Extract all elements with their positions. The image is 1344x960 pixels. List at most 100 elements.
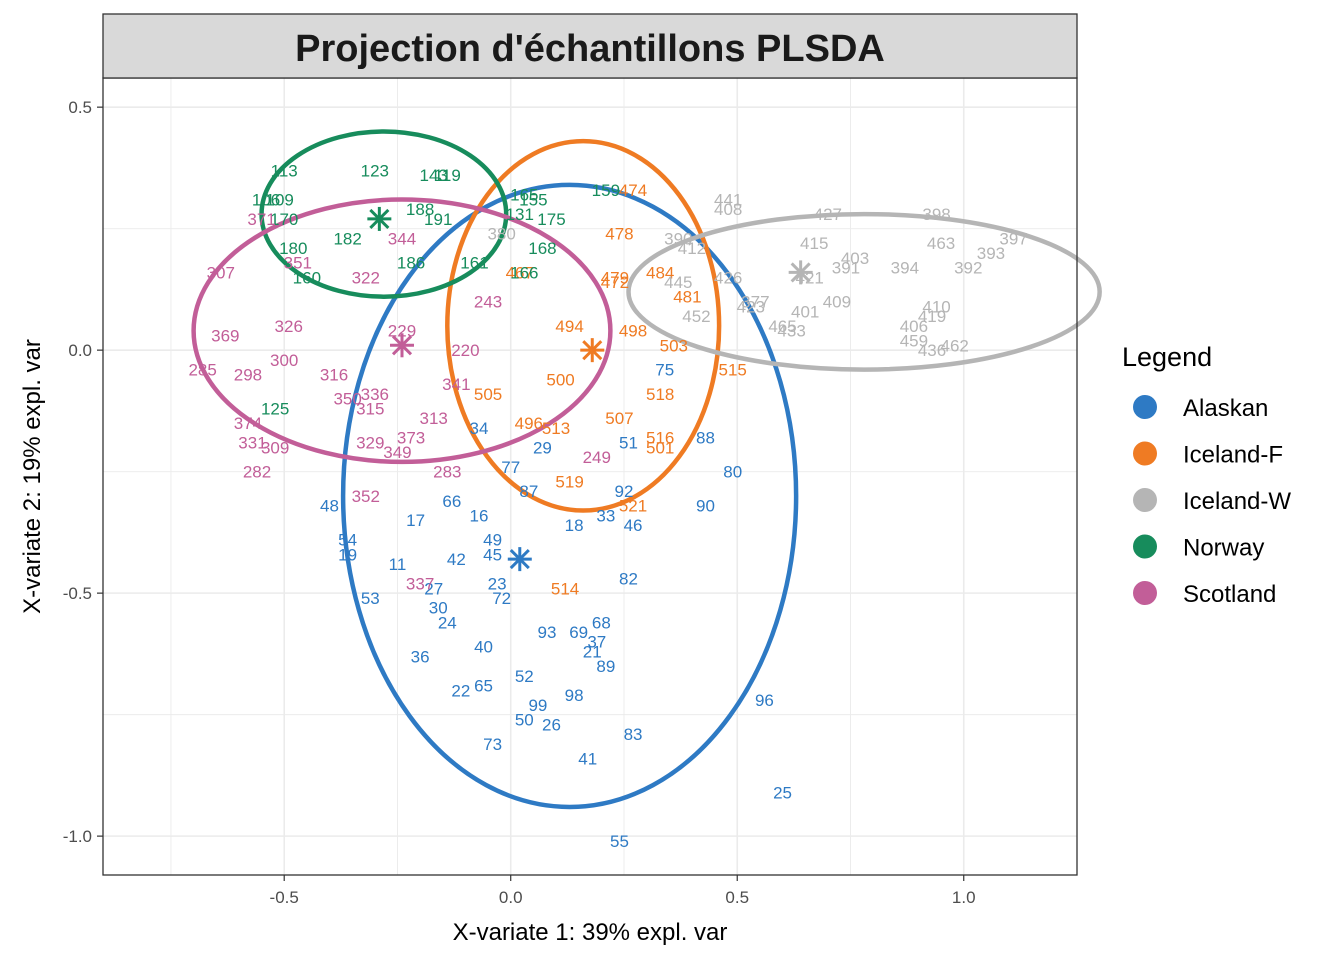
legend: Legend Alaskan Iceland-F Iceland-W Norway Sc… — [1122, 342, 1291, 608]
x-tick-label: 1.0 — [952, 888, 976, 907]
point-iceland-f: 467 — [506, 263, 534, 282]
point-norway: 119 — [434, 166, 461, 185]
point-iceland-w: 427 — [814, 205, 842, 224]
point-scotland: 307 — [207, 263, 235, 282]
point-alaskan: 33 — [596, 506, 615, 525]
point-alaskan: 26 — [542, 715, 561, 734]
confidence-ellipses — [191, 129, 1102, 810]
point-alaskan: 11 — [389, 555, 407, 574]
point-norway: 143 — [420, 166, 448, 185]
point-iceland-w: 394 — [891, 259, 919, 278]
chart-title: Projection d'échantillons PLSDA — [295, 28, 885, 70]
legend-label-norway: Norway — [1183, 535, 1264, 562]
point-scotland: 316 — [320, 365, 348, 384]
point-iceland-f: 501 — [646, 438, 674, 457]
point-norway: 109 — [265, 190, 293, 209]
point-norway: 165 — [510, 186, 538, 205]
point-alaskan: 93 — [538, 623, 557, 642]
point-alaskan: 21 — [583, 642, 602, 661]
point-iceland-f: 474 — [619, 181, 647, 200]
point-iceland-f: 514 — [551, 579, 579, 598]
point-alaskan: 72 — [492, 589, 511, 608]
point-iceland-w: 426 — [714, 268, 742, 287]
point-scotland: 329 — [356, 433, 384, 452]
point-scotland: 249 — [583, 448, 611, 467]
point-alaskan: 29 — [533, 438, 552, 457]
point-scotland: 243 — [474, 293, 502, 312]
point-alaskan: 82 — [619, 570, 638, 589]
point-iceland-w: 463 — [927, 234, 955, 253]
point-iceland-f: 503 — [660, 336, 688, 355]
point-scotland: 373 — [397, 429, 425, 448]
point-iceland-w: 436 — [918, 341, 946, 360]
point-alaskan: 98 — [565, 686, 584, 705]
point-alaskan: 45 — [483, 545, 502, 564]
point-alaskan: 92 — [615, 482, 634, 501]
point-iceland-w: 377 — [741, 293, 769, 312]
point-iceland-f: 479 — [601, 268, 629, 287]
point-alaskan: 89 — [596, 657, 615, 676]
point-scotland: 300 — [270, 351, 298, 370]
point-scotland: 369 — [211, 327, 239, 346]
point-iceland-f: 494 — [555, 317, 583, 336]
point-scotland: 352 — [352, 487, 380, 506]
point-norway: 166 — [510, 263, 538, 282]
point-iceland-w: 452 — [682, 307, 710, 326]
point-norway: 168 — [528, 239, 556, 258]
point-scotland: 371 — [247, 210, 275, 229]
point-iceland-f: 481 — [673, 288, 701, 307]
x-axis-ticks: -0.5 0.0 0.5 1.0 — [270, 875, 976, 907]
point-norway: 180 — [279, 239, 307, 258]
point-iceland-w: 391 — [832, 259, 860, 278]
point-alaskan: 30 — [429, 599, 448, 618]
point-scotland: 336 — [361, 385, 389, 404]
point-iceland-w: 390 — [664, 229, 692, 248]
point-scotland: 326 — [275, 317, 303, 336]
point-norway: 155 — [519, 190, 547, 209]
point-iceland-w: 441 — [714, 190, 742, 209]
y-tick-label: -0.5 — [63, 584, 92, 603]
ellipse-iceland-f — [445, 138, 722, 513]
point-iceland-w: 415 — [800, 234, 828, 253]
point-scotland: 285 — [188, 361, 216, 380]
title-strip — [102, 13, 1078, 79]
point-scotland: 282 — [243, 463, 271, 482]
point-iceland-w: 409 — [823, 293, 851, 312]
legend-title: Legend — [1122, 342, 1212, 372]
point-iceland-f: 518 — [646, 385, 674, 404]
point-iceland-f: 516 — [646, 429, 674, 448]
point-alaskan: 55 — [610, 832, 629, 851]
point-iceland-w: 445 — [664, 273, 692, 292]
legend-swatch-alaskan — [1133, 395, 1157, 419]
legend-label-iceland-f: Iceland-F — [1183, 442, 1283, 469]
point-iceland-f: 472 — [601, 273, 629, 292]
point-scotland: 350 — [333, 390, 361, 409]
point-alaskan: 96 — [755, 691, 774, 710]
point-alaskan: 65 — [474, 676, 493, 695]
legend-label-alaskan: Alaskan — [1183, 395, 1268, 422]
point-alaskan: 54 — [338, 531, 357, 550]
point-iceland-f: 478 — [605, 225, 633, 244]
point-alaskan: 87 — [519, 482, 538, 501]
point-alaskan: 25 — [773, 783, 792, 802]
point-iceland-f: 496 — [515, 414, 543, 433]
point-scotland: 351 — [284, 254, 312, 273]
point-alaskan: 37 — [587, 633, 606, 652]
point-alaskan: 23 — [488, 574, 507, 593]
point-norway: 159 — [592, 181, 620, 200]
legend-items: Alaskan Iceland-F Iceland-W Norway Scotland — [1133, 395, 1291, 608]
point-alaskan: 80 — [723, 463, 742, 482]
centroid-iceland-w — [788, 260, 813, 285]
point-iceland-w: 410 — [922, 297, 950, 316]
point-iceland-w: 433 — [777, 322, 805, 341]
point-scotland: 341 — [442, 375, 470, 394]
point-scotland: 349 — [383, 443, 411, 462]
point-alaskan: 24 — [438, 613, 457, 632]
x-tick-label: -0.5 — [270, 888, 299, 907]
y-tick-label: 0.5 — [68, 98, 92, 117]
point-iceland-w: 465 — [768, 317, 796, 336]
point-scotland: 313 — [420, 409, 448, 428]
point-alaskan: 16 — [470, 506, 489, 525]
point-iceland-f: 505 — [474, 385, 502, 404]
